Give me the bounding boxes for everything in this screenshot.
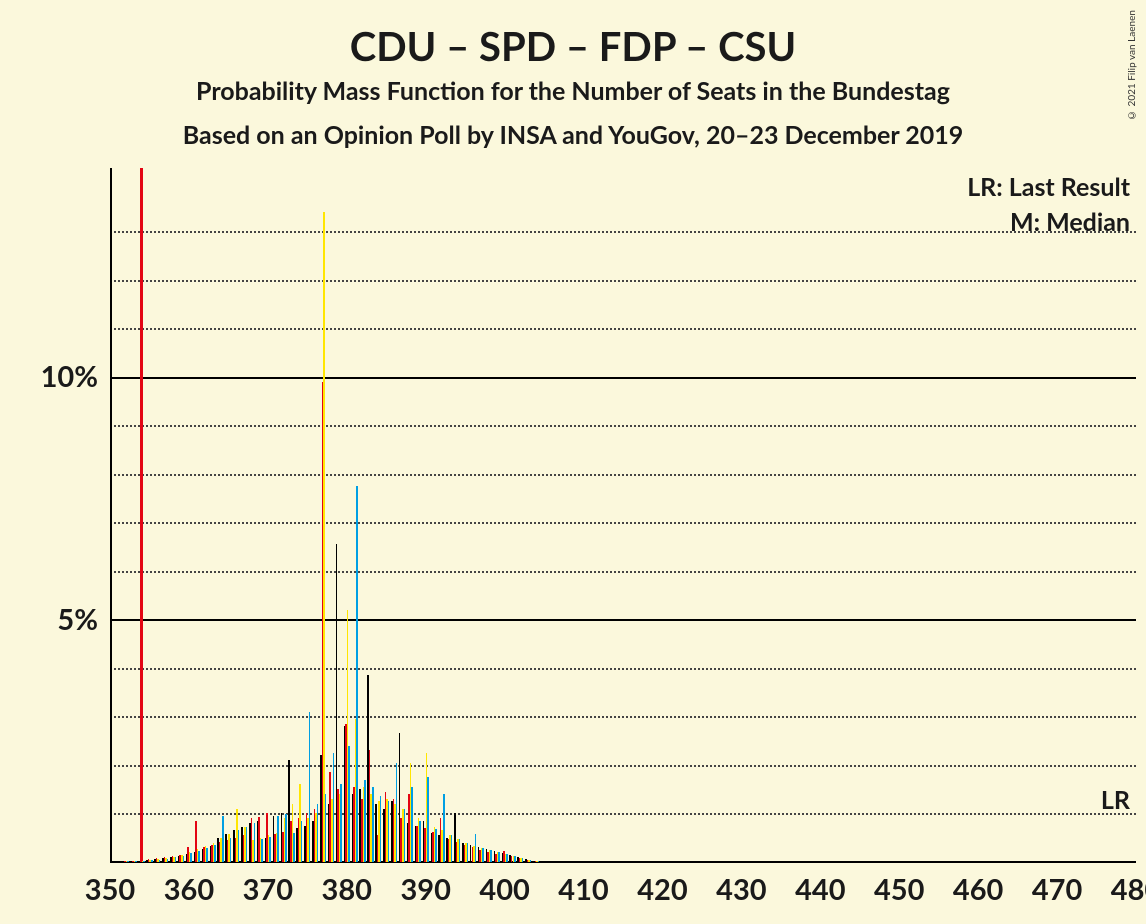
x-tick-label: 450 <box>869 872 929 907</box>
bar-blue <box>443 794 445 862</box>
gridline-minor <box>110 425 1136 427</box>
bar-blue <box>159 860 161 862</box>
bar-blue <box>261 839 263 862</box>
bar-blue <box>309 712 311 862</box>
bar-blue <box>206 848 208 862</box>
bar-blue <box>506 854 508 862</box>
bar-blue <box>411 787 413 862</box>
gridline-minor <box>110 571 1136 573</box>
gridline-minor <box>110 522 1136 524</box>
bar-blue <box>317 804 319 862</box>
gridline-minor <box>110 813 1136 815</box>
bar-blue <box>514 856 516 862</box>
bar-blue <box>127 861 129 862</box>
gridline-minor <box>110 668 1136 670</box>
bar-blue <box>467 843 469 862</box>
gridline-minor <box>110 231 1136 233</box>
bar-blue <box>143 861 145 862</box>
x-tick-label: 460 <box>948 872 1008 907</box>
bar-blue <box>198 851 200 862</box>
bar-blue <box>459 839 461 862</box>
plot-area <box>110 168 1136 862</box>
lr-label-right: LR <box>1101 785 1130 815</box>
bar-blue <box>301 821 303 862</box>
chart-subtitle-1: Probability Mass Function for the Number… <box>0 76 1146 106</box>
x-tick-label: 380 <box>317 872 377 907</box>
bar-blue <box>167 859 169 862</box>
bar-blue <box>230 838 232 862</box>
bar-blue <box>333 753 335 862</box>
x-tick-label: 390 <box>396 872 456 907</box>
x-tick-label: 410 <box>554 872 614 907</box>
bar-blue <box>348 746 350 862</box>
bar-blue <box>451 835 453 862</box>
bar-blue <box>404 809 406 862</box>
bar-blue <box>214 845 216 862</box>
gridline-minor <box>110 765 1136 767</box>
bar-blue <box>380 796 382 862</box>
bar-blue <box>498 852 500 862</box>
bar-yellow <box>323 212 325 862</box>
bar-blue <box>175 857 177 862</box>
bar-blue <box>222 816 224 862</box>
y-tick-label: 5% <box>57 602 98 637</box>
bar-blue <box>246 827 248 862</box>
x-tick-label: 430 <box>711 872 771 907</box>
gridline-major <box>110 619 1136 621</box>
bar-blue <box>151 860 153 862</box>
bar-blue <box>190 853 192 862</box>
chart-title: CDU – SPD – FDP – CSU <box>0 22 1146 70</box>
bar-blue <box>538 861 540 862</box>
y-axis <box>110 168 112 862</box>
bar-blue <box>293 833 295 862</box>
bar-blue <box>254 823 256 862</box>
bar-blue <box>396 763 398 862</box>
x-tick-label: 440 <box>790 872 850 907</box>
bar-blue <box>364 780 366 863</box>
bar-blue <box>340 784 342 862</box>
gridline-minor <box>110 716 1136 718</box>
bar-blue <box>356 486 358 862</box>
bar-blue <box>530 860 532 862</box>
x-tick-label: 350 <box>80 872 140 907</box>
x-tick-label: 470 <box>1027 872 1087 907</box>
bar-blue <box>183 856 185 862</box>
chart-subtitle-2: Based on an Opinion Poll by INSA and You… <box>0 120 1146 150</box>
bar-blue <box>372 787 374 862</box>
x-tick-label: 360 <box>159 872 219 907</box>
legend-median: M: Median <box>1010 207 1130 237</box>
bar-blue <box>490 850 492 862</box>
bar-blue <box>135 861 137 862</box>
x-tick-label: 400 <box>475 872 535 907</box>
copyright-text: © 2021 Filip van Laenen <box>1126 10 1138 121</box>
x-tick-label: 370 <box>238 872 298 907</box>
bar-blue <box>238 830 240 862</box>
bar-blue <box>482 848 484 862</box>
gridline-minor <box>110 280 1136 282</box>
bar-blue <box>427 777 429 862</box>
x-tick-label: 420 <box>632 872 692 907</box>
bar-blue <box>435 829 437 862</box>
bar-blue <box>285 814 287 862</box>
gridline-major <box>110 377 1136 379</box>
bar-blue <box>419 821 421 862</box>
bar-blue <box>277 816 279 862</box>
bar-blue <box>325 794 327 862</box>
gridline-minor <box>110 474 1136 476</box>
gridline-minor <box>110 328 1136 330</box>
lr-vline <box>140 168 143 862</box>
bar-blue <box>269 837 271 862</box>
bar-blue <box>522 858 524 862</box>
bar-blue <box>388 801 390 862</box>
x-tick-label: 480 <box>1106 872 1146 907</box>
bar-blue <box>475 834 477 862</box>
y-tick-label: 10% <box>41 359 98 394</box>
legend-lr: LR: Last Result <box>967 172 1130 202</box>
